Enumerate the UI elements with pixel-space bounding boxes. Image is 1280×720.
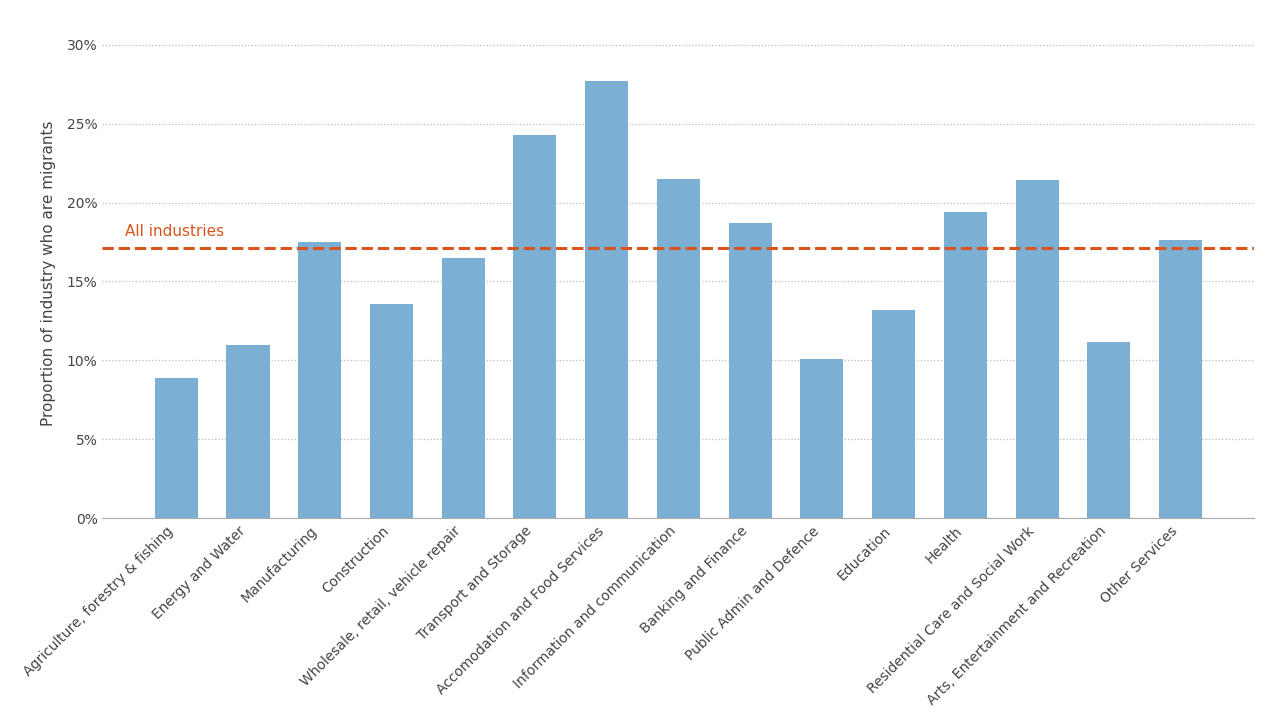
Bar — [155, 378, 198, 518]
Bar — [943, 212, 987, 518]
Bar — [1087, 341, 1130, 518]
Bar — [227, 345, 270, 518]
Bar — [442, 258, 485, 518]
Bar — [585, 81, 628, 518]
Bar — [370, 304, 413, 518]
Y-axis label: Proportion of industry who are migrants: Proportion of industry who are migrants — [41, 121, 55, 426]
Bar — [728, 223, 772, 518]
Text: All industries: All industries — [125, 224, 224, 239]
Bar — [872, 310, 915, 518]
Bar — [1158, 240, 1202, 518]
Bar — [800, 359, 844, 518]
Bar — [513, 135, 557, 518]
Bar — [298, 242, 342, 518]
Bar — [657, 179, 700, 518]
Bar — [1015, 181, 1059, 518]
